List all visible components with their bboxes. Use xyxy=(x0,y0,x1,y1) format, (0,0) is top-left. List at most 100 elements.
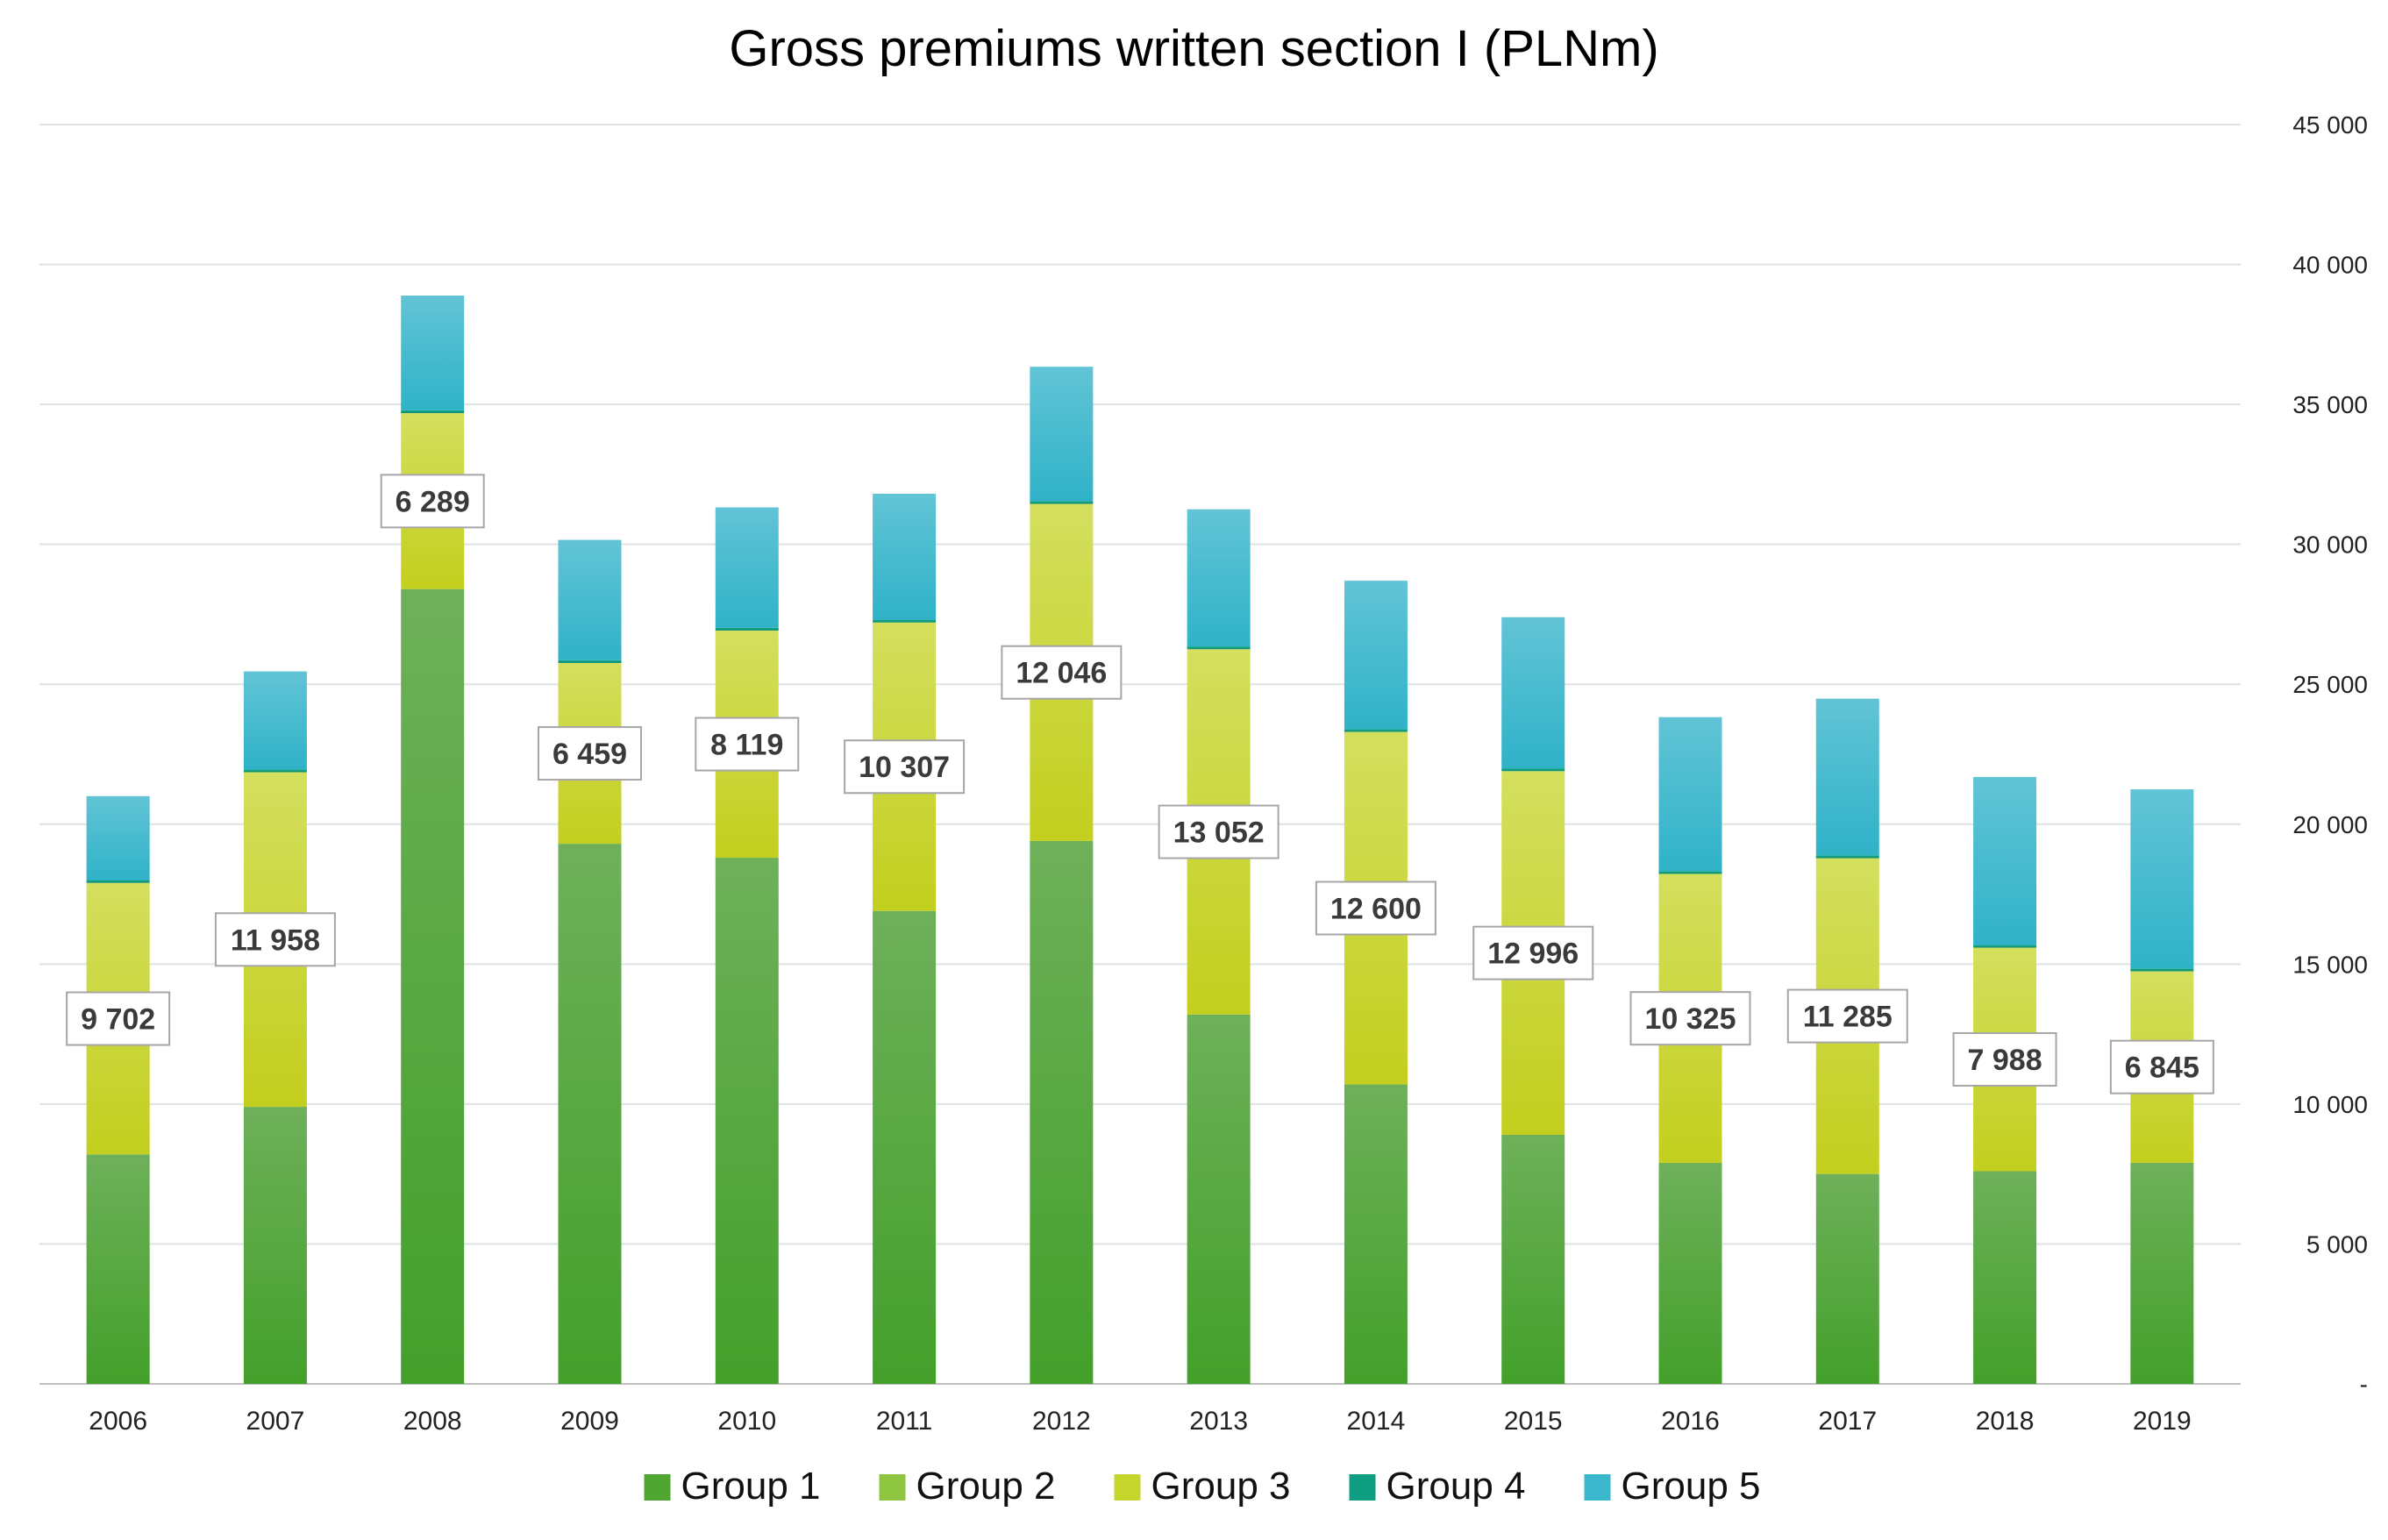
bar-segment-group-4 xyxy=(1030,501,1094,504)
y-tick-label: 10 000 xyxy=(2292,1091,2368,1118)
gridlines xyxy=(39,124,2241,1385)
bar-segment-group-5 xyxy=(1658,717,1722,872)
x-tick-label: 2019 xyxy=(2133,1407,2192,1436)
legend-swatch xyxy=(879,1474,906,1501)
y-tick-label: 30 000 xyxy=(2292,531,2368,559)
bar-segment-group-5 xyxy=(1815,698,1879,856)
bars xyxy=(86,296,2194,1384)
bar-segment-group-1 xyxy=(1815,1173,1879,1384)
bar-segment-group-1 xyxy=(86,1154,150,1384)
x-tick-label: 2006 xyxy=(89,1407,147,1436)
bar-segment-group-4 xyxy=(1658,871,1722,874)
data-label: 8 119 xyxy=(710,729,783,762)
data-label: 12 996 xyxy=(1487,938,1579,971)
data-label-box xyxy=(1952,1032,2057,1087)
x-tick-label: 2017 xyxy=(1818,1407,1877,1436)
x-tick-label: 2011 xyxy=(876,1407,933,1436)
y-tick-label: 15 000 xyxy=(2292,951,2368,978)
data-label-box xyxy=(214,912,336,967)
legend-label: Group 1 xyxy=(681,1465,821,1508)
data-label-box xyxy=(695,717,800,772)
bar-segment-group-4 xyxy=(873,619,937,623)
data-label: 12 046 xyxy=(1016,657,1107,690)
bar-segment-group-4 xyxy=(1973,945,2037,948)
data-label-box xyxy=(1472,925,1594,980)
bar-segment-group-4 xyxy=(1344,729,1408,732)
legend-swatch xyxy=(644,1474,671,1501)
bar-segment-group-5 xyxy=(715,507,779,628)
data-label: 11 285 xyxy=(1803,1001,1893,1034)
data-label: 6 289 xyxy=(396,485,470,518)
data-label: 12 600 xyxy=(1330,893,1422,926)
bar-segment-group-5 xyxy=(1030,367,1094,502)
data-label-box xyxy=(2109,1039,2214,1094)
x-tick-label: 2016 xyxy=(1661,1407,1720,1436)
data-label-box xyxy=(1786,988,1908,1044)
y-tick-label: - xyxy=(2360,1371,2368,1398)
y-axis: - 5 000 10 000 15 000 20 000 25 000 30 000 35 0… xyxy=(2292,111,2368,1398)
data-label-box xyxy=(1001,645,1123,700)
data-label-box xyxy=(1629,991,1751,1046)
bar-segment-group-1 xyxy=(401,588,465,1384)
legend-swatch xyxy=(1114,1474,1141,1501)
data-labels: 9 702 11 958 6 289 6 459 8 119 10 307 12 046 13… xyxy=(66,474,2214,1094)
y-tick-label: 5 000 xyxy=(2306,1230,2368,1258)
bar-segment-group-4 xyxy=(243,769,307,773)
bar-segment-group-5 xyxy=(243,671,307,770)
data-label-box xyxy=(1315,881,1436,936)
y-tick-label: 20 000 xyxy=(2292,811,2368,838)
bar-segment-group-1 xyxy=(1973,1171,2037,1384)
bar-segment-group-1 xyxy=(2130,1162,2194,1384)
data-label-box xyxy=(844,739,966,795)
bar-segment-group-5 xyxy=(401,296,465,410)
bar-segment-group-5 xyxy=(558,539,622,660)
y-tick-label: 25 000 xyxy=(2292,671,2368,698)
bar-segment-group-5 xyxy=(86,795,150,881)
x-tick-label: 2010 xyxy=(717,1407,776,1436)
data-label: 11 958 xyxy=(231,923,320,957)
x-tick-label: 2015 xyxy=(1504,1407,1563,1436)
data-label: 10 325 xyxy=(1645,1002,1736,1036)
legend-label: Group 5 xyxy=(1622,1465,1761,1508)
bar-segment-group-4 xyxy=(558,659,622,664)
data-label: 6 845 xyxy=(2125,1052,2199,1085)
legend-label: Group 3 xyxy=(1151,1465,1291,1508)
bar-segment-group-4 xyxy=(2130,968,2194,972)
bar-segment-group-4 xyxy=(401,410,465,414)
data-label-box xyxy=(66,991,171,1046)
data-label: 6 459 xyxy=(552,738,627,771)
y-tick-label: 40 000 xyxy=(2292,252,2368,279)
bar-segment-group-1 xyxy=(243,1107,307,1384)
bar-segment-group-1 xyxy=(1501,1134,1565,1384)
bar-segment-group-5 xyxy=(1973,776,2037,945)
chart-title: Gross premiums written section I (PLNm) xyxy=(729,20,1659,77)
bar-segment-group-1 xyxy=(1187,1014,1251,1384)
data-label: 13 052 xyxy=(1173,816,1265,850)
x-tick-label: 2008 xyxy=(403,1407,462,1436)
x-tick-label: 2014 xyxy=(1347,1407,1406,1436)
bar-segment-group-1 xyxy=(1344,1084,1408,1384)
legend-swatch xyxy=(1349,1474,1376,1501)
bar-segment-group-1 xyxy=(873,910,937,1384)
x-tick-label: 2018 xyxy=(1976,1407,2035,1436)
x-tick-label: 2007 xyxy=(246,1407,305,1436)
legend-label: Group 2 xyxy=(916,1465,1056,1508)
legend-label: Group 4 xyxy=(1386,1465,1526,1508)
data-label-box xyxy=(380,474,485,529)
data-label: 7 988 xyxy=(1968,1044,2042,1077)
bar-segment-group-5 xyxy=(1187,509,1251,647)
data-label-box xyxy=(538,726,642,781)
bar-segment-group-5 xyxy=(873,494,937,620)
bar-segment-group-5 xyxy=(1501,617,1565,769)
bar-segment-group-4 xyxy=(86,880,150,883)
bar-segment-group-4 xyxy=(1501,768,1565,772)
y-tick-label: 45 000 xyxy=(2292,111,2368,139)
bar-segment-group-4 xyxy=(1187,646,1251,650)
x-tick-label: 2009 xyxy=(560,1407,619,1436)
bar-segment-group-1 xyxy=(1658,1162,1722,1384)
data-label-box xyxy=(1158,804,1280,859)
x-tick-label: 2012 xyxy=(1032,1407,1091,1436)
legend: Group 1 Group 2 Group 3 Group 4 Group 5 xyxy=(644,1465,1761,1508)
x-tick-label: 2013 xyxy=(1189,1407,1248,1436)
